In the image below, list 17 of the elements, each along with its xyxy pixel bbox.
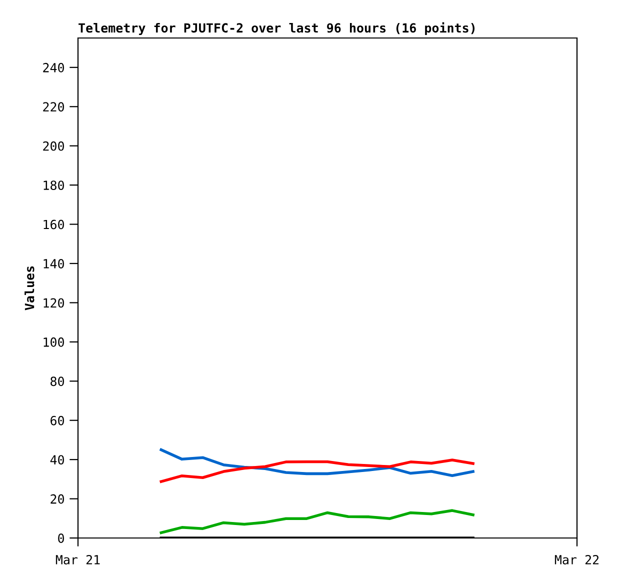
chart-title: Telemetry for PJUTFC-2 over last 96 hours (16 points) <box>78 22 475 36</box>
y-tick-label: 100 <box>44 337 64 347</box>
y-tick-label: 200 <box>43 141 64 151</box>
x-tick-label: Mar 21 <box>56 554 100 564</box>
y-tick-label: 80 <box>50 376 64 386</box>
x-tick-label: Mar 22 <box>554 554 599 564</box>
y-tick-label: 40 <box>50 455 64 465</box>
y-tick-label: 140 <box>44 258 64 268</box>
y-tick-label: 220 <box>43 102 64 112</box>
y-tick-label: 120 <box>44 298 64 308</box>
y-axis-title: Values <box>24 266 34 310</box>
y-tick-label: 20 <box>50 494 64 504</box>
y-tick-label: 180 <box>44 180 64 190</box>
y-tick-label: 240 <box>43 62 64 72</box>
y-tick-label: 0 <box>58 534 64 543</box>
y-tick-label: 160 <box>44 220 64 230</box>
y-tick-label: 60 <box>50 416 64 426</box>
